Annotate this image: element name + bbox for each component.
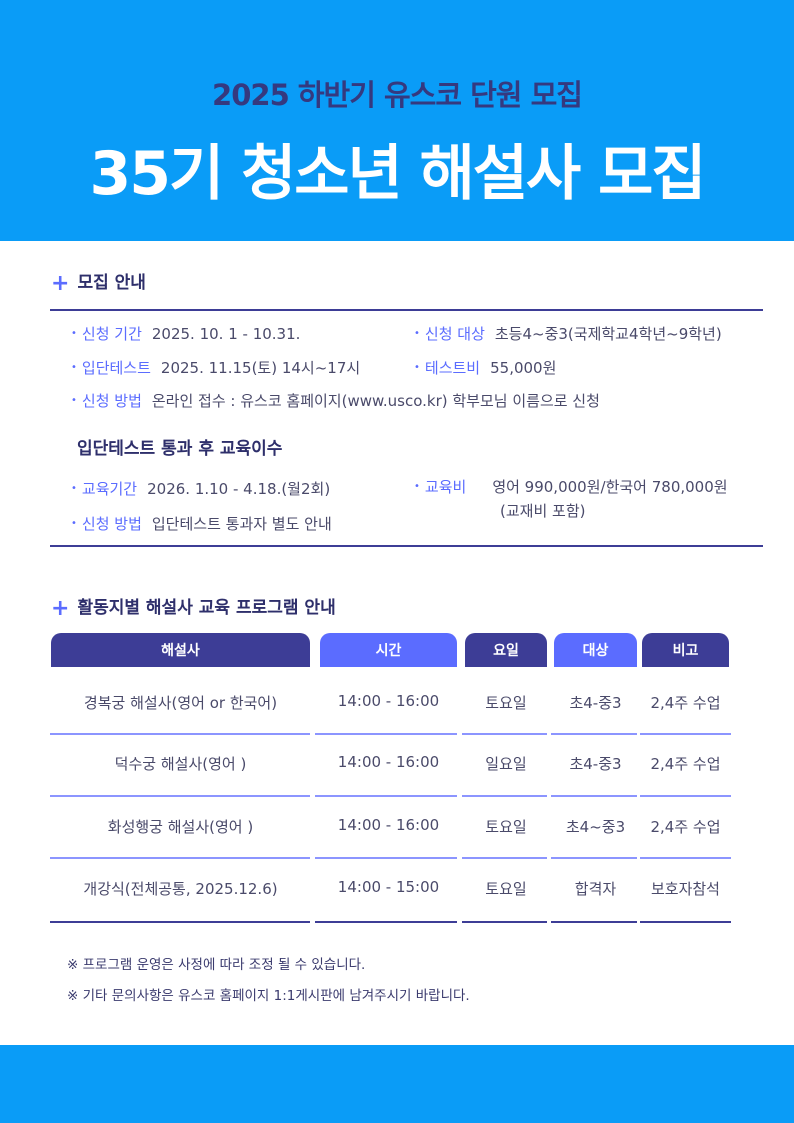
- row-divider: [50, 857, 310, 859]
- info-value: 2025. 11.15(토) 14시~17시: [160, 359, 361, 377]
- page-title: 35기 청소년 해설사 모집: [89, 139, 707, 209]
- info-label: 신청 기간: [71, 325, 142, 343]
- info-value: 2025. 10. 1 - 10.31.: [151, 325, 301, 343]
- column-header: 요일: [465, 633, 547, 667]
- info-label: 신청 대상: [414, 325, 485, 343]
- row-divider: [50, 921, 310, 923]
- info-test-fee: 테스트비 55,000원: [414, 357, 556, 378]
- table-cell: 14:00 - 16:00: [337, 753, 440, 771]
- info-edu-period: 교육기간 2026. 1.10 - 4.18.(월2회): [71, 478, 330, 499]
- recruit-heading: + 모집 안내: [51, 268, 146, 296]
- header-subtitle: 2025 하반기 유스코 단원 모집: [212, 78, 583, 112]
- info-value: 초등4~중3(국제학교4학년~9학년): [494, 325, 722, 343]
- table-cell: 초4-중3: [569, 755, 622, 773]
- info-value: 2026. 1.10 - 4.18.(월2회): [147, 480, 331, 498]
- info-label: 교육비: [414, 478, 466, 496]
- column-header: 대상: [554, 633, 637, 667]
- table-cell: 합격자: [574, 880, 617, 898]
- info-label: 교육기간: [71, 480, 137, 498]
- table-cell: 14:00 - 15:00: [337, 878, 440, 896]
- header-banner: 2025 하반기 유스코 단원 모집 35기 청소년 해설사 모집: [0, 0, 794, 241]
- table-cell: 2,4주 수업: [650, 694, 721, 712]
- row-divider: [462, 921, 547, 923]
- info-test: 입단테스트 2025. 11.15(토) 14시~17시: [71, 357, 360, 378]
- info-value: 영어 990,000원/한국어 780,000원: [492, 478, 728, 496]
- footer-banner: [0, 1045, 794, 1123]
- info-edu-fee-note: (교재비 포함): [500, 502, 586, 520]
- info-edu-method: 신청 방법 입단테스트 통과자 별도 안내: [71, 513, 332, 534]
- column-header: 시간: [320, 633, 457, 667]
- table-cell: 화성행궁 해설사(영어 ): [107, 818, 254, 836]
- row-divider: [315, 733, 457, 735]
- recruit-heading-text: 모집 안내: [77, 273, 146, 293]
- row-divider: [50, 733, 310, 735]
- edu-subheading: 입단테스트 통과 후 교육이수: [77, 439, 283, 459]
- note: ※ 기타 문의사항은 유스코 홈페이지 1:1게시판에 남겨주시기 바랍니다.: [67, 988, 470, 1004]
- table-cell: 초4-중3: [569, 694, 622, 712]
- info-label: 신청 방법: [71, 392, 142, 410]
- info-edu-fee: 교육비 영어 990,000원/한국어 780,000원: [414, 476, 728, 497]
- divider: [50, 309, 763, 311]
- row-divider: [551, 795, 637, 797]
- table-cell: 14:00 - 16:00: [337, 692, 440, 710]
- info-target: 신청 대상 초등4~중3(국제학교4학년~9학년): [414, 323, 722, 344]
- plus-icon: +: [51, 596, 70, 621]
- row-divider: [551, 733, 637, 735]
- table-cell: 2,4주 수업: [650, 818, 721, 836]
- row-divider: [640, 921, 731, 923]
- row-divider: [640, 795, 731, 797]
- info-label: 테스트비: [414, 359, 480, 377]
- row-divider: [462, 733, 547, 735]
- note: ※ 프로그램 운영은 사정에 따라 조정 될 수 있습니다.: [67, 957, 366, 973]
- info-apply-period: 신청 기간 2025. 10. 1 - 10.31.: [71, 323, 300, 344]
- row-divider: [640, 733, 731, 735]
- row-divider: [462, 857, 547, 859]
- row-divider: [50, 795, 310, 797]
- info-label: 입단테스트: [71, 359, 151, 377]
- plus-icon: +: [51, 271, 70, 296]
- row-divider: [640, 857, 731, 859]
- table-cell: 덕수궁 해설사(영어 ): [114, 755, 247, 773]
- table-cell: 토요일: [485, 818, 527, 836]
- table-cell: 경복궁 해설사(영어 or 한국어): [83, 694, 278, 712]
- column-header: 비고: [642, 633, 729, 667]
- row-divider: [315, 857, 457, 859]
- table-cell: 토요일: [485, 694, 527, 712]
- program-heading: + 활동지별 해설사 교육 프로그램 안내: [51, 593, 336, 621]
- table-cell: 2,4주 수업: [650, 755, 721, 773]
- table-cell: 보호자참석: [650, 880, 720, 898]
- info-value: 55,000원: [490, 359, 557, 377]
- table-cell: 14:00 - 16:00: [337, 816, 440, 834]
- row-divider: [315, 921, 457, 923]
- table-cell: 개강식(전체공통, 2025.12.6): [83, 880, 278, 898]
- table-cell: 초4~중3: [565, 818, 626, 836]
- info-value: 온라인 접수 : 유스코 홈페이지(www.usco.kr) 학부모님 이름으로…: [151, 392, 600, 410]
- program-heading-text: 활동지별 해설사 교육 프로그램 안내: [77, 598, 336, 618]
- table-cell: 토요일: [485, 880, 527, 898]
- info-label: 신청 방법: [71, 515, 142, 533]
- column-header: 해설사: [51, 633, 310, 667]
- table-cell: 일요일: [485, 755, 527, 773]
- row-divider: [551, 921, 637, 923]
- info-value: 입단테스트 통과자 별도 안내: [151, 515, 332, 533]
- row-divider: [315, 795, 457, 797]
- row-divider: [551, 857, 637, 859]
- row-divider: [462, 795, 547, 797]
- info-apply-method: 신청 방법 온라인 접수 : 유스코 홈페이지(www.usco.kr) 학부모님…: [71, 390, 600, 411]
- divider: [50, 545, 763, 547]
